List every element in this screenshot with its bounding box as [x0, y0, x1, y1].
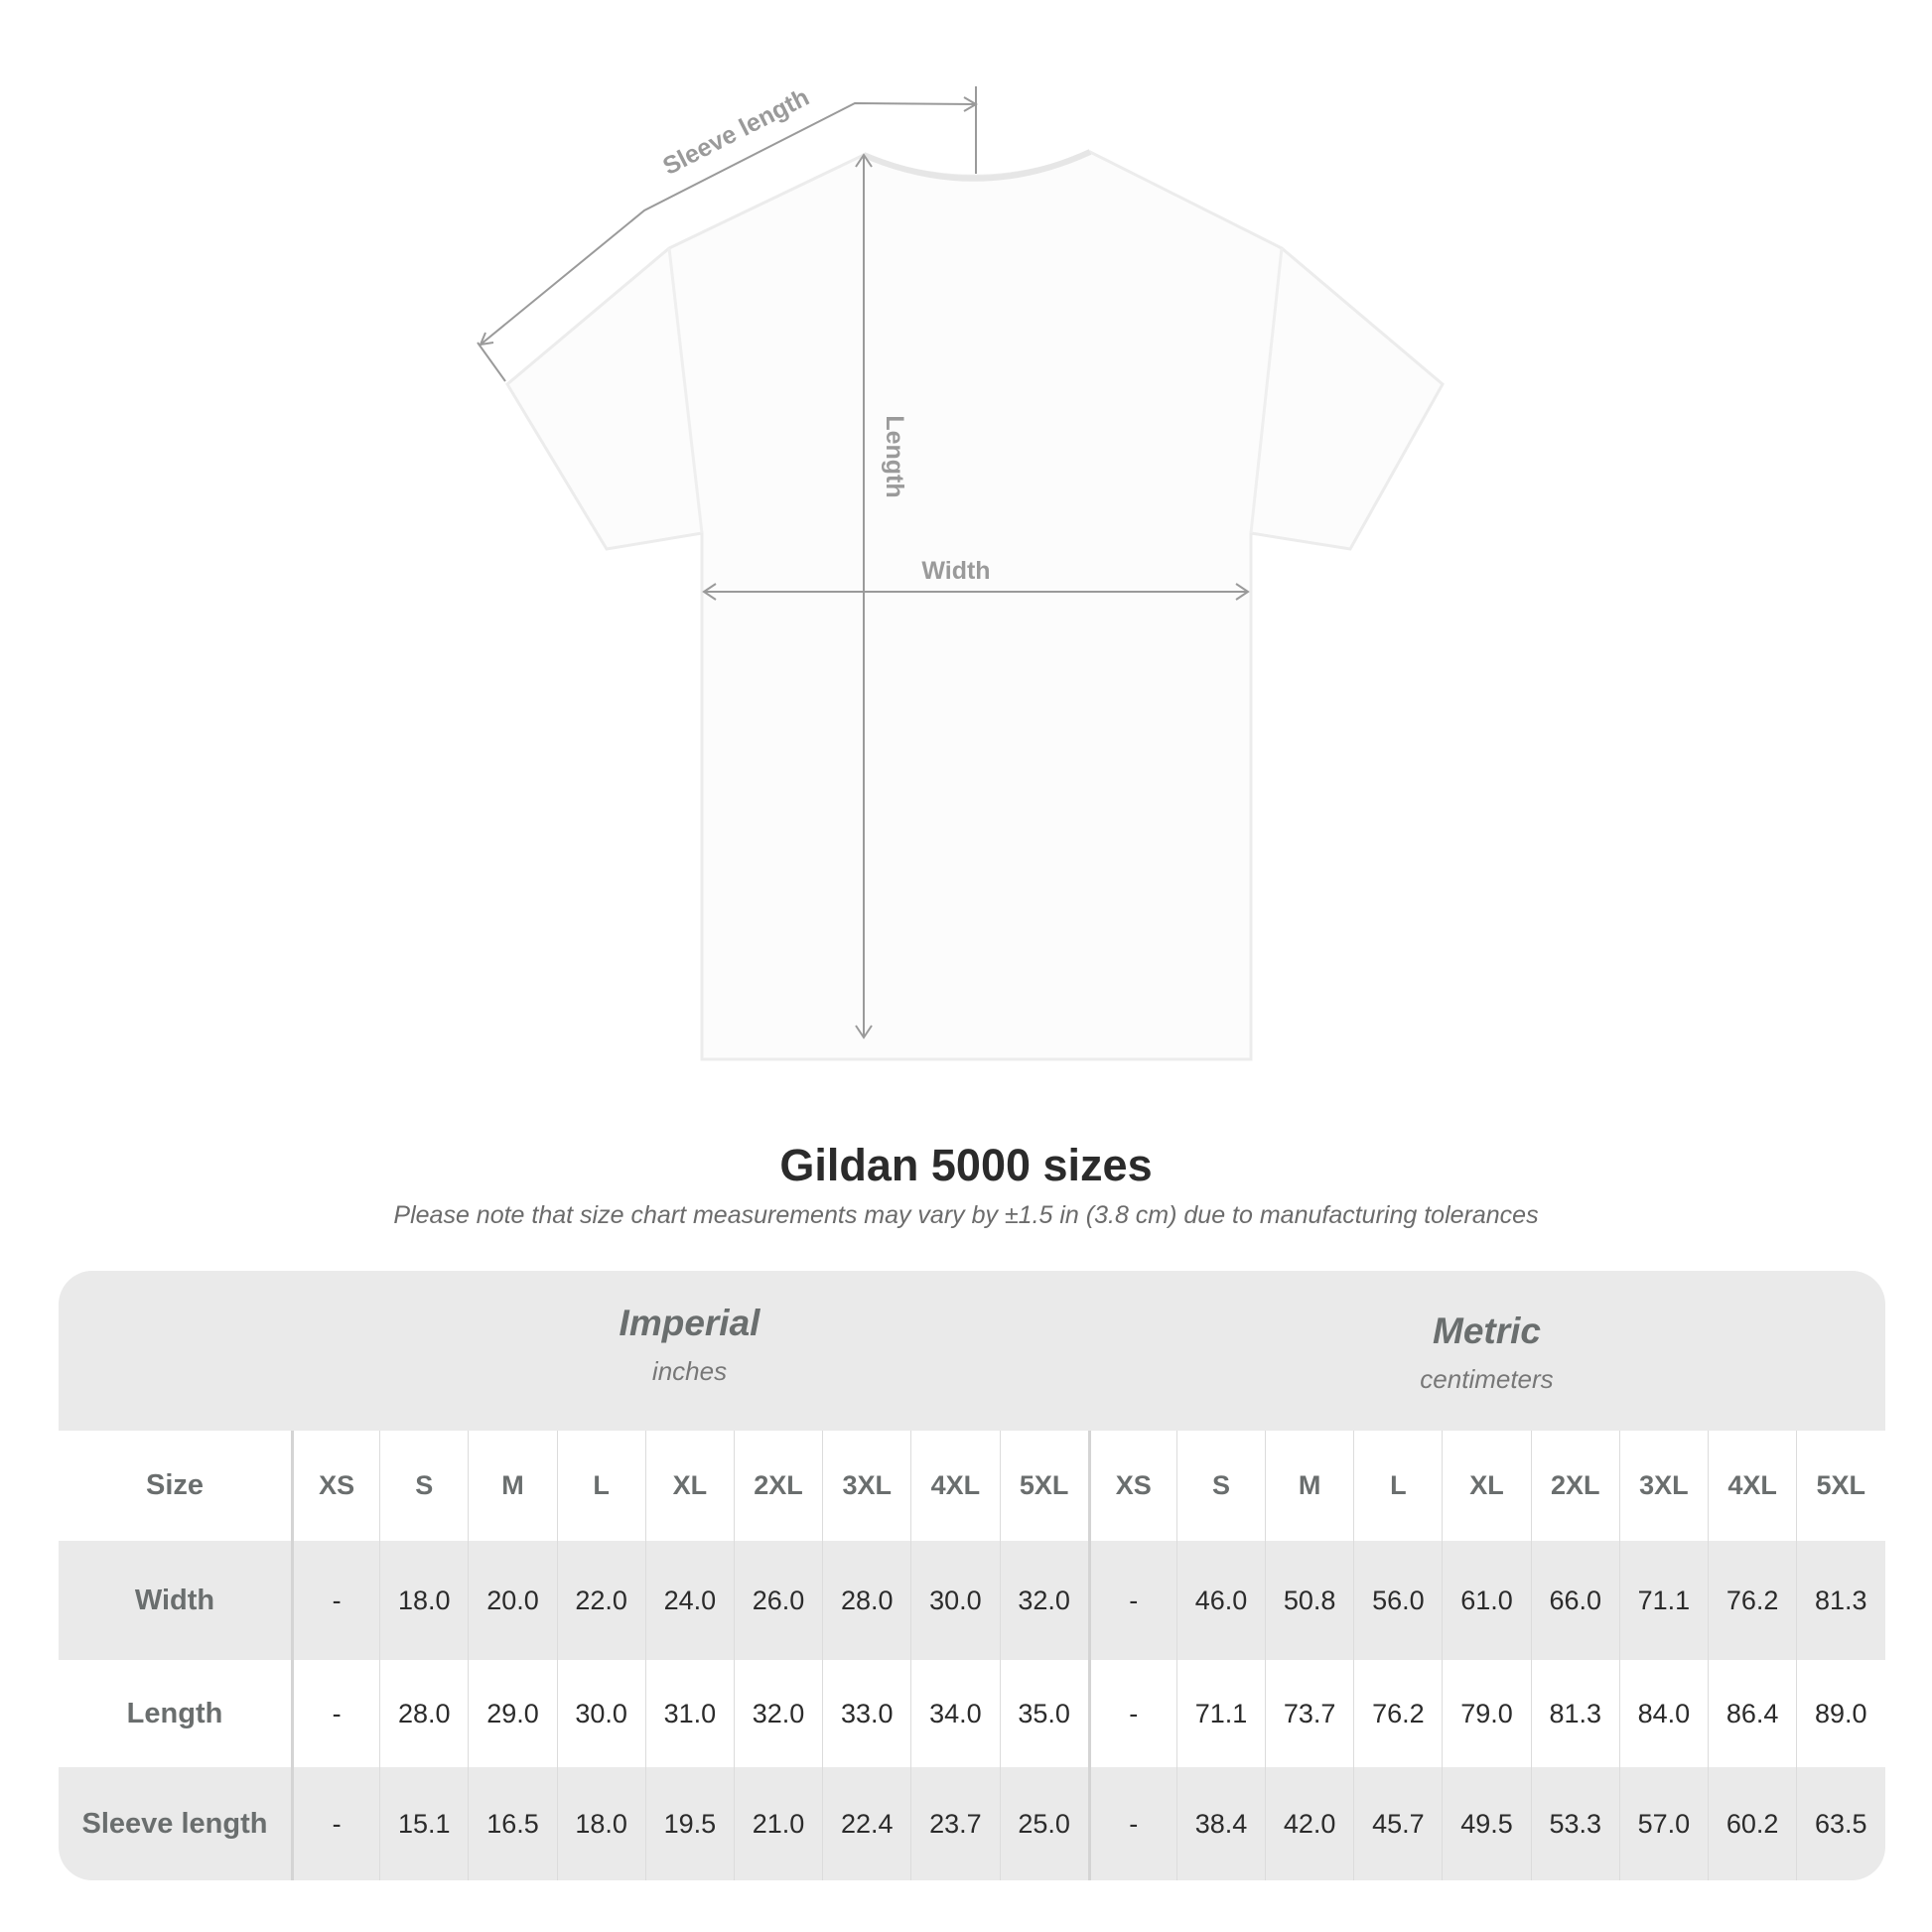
table-cell: 60.2: [1708, 1767, 1796, 1880]
size-header-cell: 3XL: [1618, 1431, 1708, 1541]
sleeve-length-label: Sleeve length: [658, 83, 813, 181]
table-cell: 57.0: [1618, 1767, 1708, 1880]
row-label: Width: [134, 1584, 215, 1616]
table-cell: 35.0: [999, 1660, 1088, 1767]
table-cell: 21.0: [733, 1767, 822, 1880]
table-cell: 29.0: [468, 1660, 556, 1767]
table-cell: 18.0: [556, 1767, 645, 1880]
size-header-cell: 4XL: [1708, 1431, 1796, 1541]
table-row: Length -28.0 29.0 30.0 31.0 32.0 33.0 34.0 35.0-…: [59, 1660, 1885, 1767]
table-cell: 24.0: [644, 1541, 734, 1660]
size-header-cell: XL: [644, 1431, 734, 1541]
table-cell: 81.3: [1530, 1660, 1619, 1767]
table-cell: 50.8: [1265, 1541, 1353, 1660]
size-header-cell: S: [1175, 1431, 1265, 1541]
table-cell: 32.0: [733, 1660, 822, 1767]
table-cell: 71.1: [1618, 1541, 1708, 1660]
table-cell: 38.4: [1175, 1767, 1265, 1880]
table-cell: 25.0: [999, 1767, 1088, 1880]
table-cell: 19.5: [644, 1767, 734, 1880]
table-cell: 49.5: [1442, 1767, 1530, 1880]
table-cell: 20.0: [468, 1541, 556, 1660]
table-cell: 16.5: [468, 1767, 556, 1880]
table-cell: 15.1: [379, 1767, 468, 1880]
table-cell: 26.0: [733, 1541, 822, 1660]
tshirt-shape: [505, 150, 1445, 1061]
table-cell: 18.0: [379, 1541, 468, 1660]
imperial-title: Imperial: [619, 1303, 760, 1343]
tshirt-diagram: Sleeve length Length Width: [477, 83, 1445, 1061]
table-cell: 89.0: [1796, 1660, 1884, 1767]
length-measure-line: [855, 153, 873, 1039]
table-cell: 45.7: [1353, 1767, 1442, 1880]
size-header-cell: XS: [1087, 1431, 1176, 1541]
table-cell: 66.0: [1530, 1541, 1619, 1660]
size-header-cell: M: [1265, 1431, 1353, 1541]
table-cell: 30.0: [556, 1660, 645, 1767]
table-cell: 32.0: [999, 1541, 1088, 1660]
imperial-header: Imperial inches: [291, 1303, 1088, 1387]
table-cell: 76.2: [1353, 1660, 1442, 1767]
table-cell: 30.0: [910, 1541, 999, 1660]
metric-header: Metric centimeters: [1088, 1311, 1885, 1395]
table-cell: 33.0: [822, 1660, 910, 1767]
size-header-cell: L: [1353, 1431, 1442, 1541]
size-header-cell: M: [468, 1431, 556, 1541]
table-cell: -: [291, 1541, 379, 1660]
table-cell: 71.1: [1175, 1660, 1265, 1767]
table-cell: -: [1087, 1767, 1176, 1880]
imperial-unit: inches: [651, 1356, 728, 1386]
size-label: Size: [145, 1469, 205, 1501]
table-cell: 81.3: [1796, 1541, 1884, 1660]
table-cell: 23.7: [910, 1767, 999, 1880]
table-cell: 63.5: [1796, 1767, 1884, 1880]
size-header-cell: 4XL: [910, 1431, 999, 1541]
size-header-row: Size XS S M L XL 2XL 3XL 4XL 5XL XS S M L XL 2XL 3XL 4XL…: [59, 1431, 1885, 1541]
size-header-cell: 2XL: [1530, 1431, 1619, 1541]
size-table: Imperial inches Metric centimeters Size …: [59, 1271, 1885, 1880]
width-label: Width: [921, 557, 990, 585]
size-header-cell: S: [379, 1431, 468, 1541]
table-cell: 22.4: [822, 1767, 910, 1880]
table-cell: 76.2: [1708, 1541, 1796, 1660]
table-cell: -: [1087, 1541, 1176, 1660]
size-header-cell: XL: [1442, 1431, 1530, 1541]
table-cell: 56.0: [1353, 1541, 1442, 1660]
table-cell: 84.0: [1618, 1660, 1708, 1767]
table-cell: 61.0: [1442, 1541, 1530, 1660]
size-header-cell: 5XL: [999, 1431, 1088, 1541]
table-row: Sleeve length -15.1 16.5 18.0 19.5 21.0 22.4 23…: [59, 1767, 1885, 1880]
size-header-cell: XS: [291, 1431, 379, 1541]
table-cell: 28.0: [822, 1541, 910, 1660]
table-cell: 31.0: [644, 1660, 734, 1767]
table-cell: -: [291, 1660, 379, 1767]
length-label: Length: [881, 415, 908, 497]
table-cell: 53.3: [1530, 1767, 1619, 1880]
table-cell: -: [1087, 1660, 1176, 1767]
row-label: Length: [126, 1697, 223, 1729]
table-cell: -: [291, 1767, 379, 1880]
size-header-cell: 5XL: [1796, 1431, 1884, 1541]
table-cell: 73.7: [1265, 1660, 1353, 1767]
table-cell: 42.0: [1265, 1767, 1353, 1880]
table-cell: 34.0: [910, 1660, 999, 1767]
table-cell: 86.4: [1708, 1660, 1796, 1767]
width-measure-line: [702, 583, 1250, 601]
metric-unit: centimeters: [1420, 1364, 1554, 1394]
table-cell: 46.0: [1175, 1541, 1265, 1660]
table-cell: 79.0: [1442, 1660, 1530, 1767]
row-label: Sleeve length: [81, 1807, 268, 1840]
tolerance-note: Please note that size chart measurements…: [393, 1201, 1539, 1229]
size-header-cell: L: [556, 1431, 645, 1541]
table-cell: 22.0: [556, 1541, 645, 1660]
size-header-cell: 3XL: [822, 1431, 910, 1541]
metric-title: Metric: [1433, 1311, 1541, 1351]
sleeve-measure-line: [477, 86, 978, 382]
table-cell: 28.0: [379, 1660, 468, 1767]
chart-title: Gildan 5000 sizes: [779, 1140, 1153, 1190]
table-row: Width -18.0 20.0 22.0 24.0 26.0 28.0 30.0 32.0-4…: [59, 1541, 1885, 1660]
size-header-cell: 2XL: [733, 1431, 822, 1541]
